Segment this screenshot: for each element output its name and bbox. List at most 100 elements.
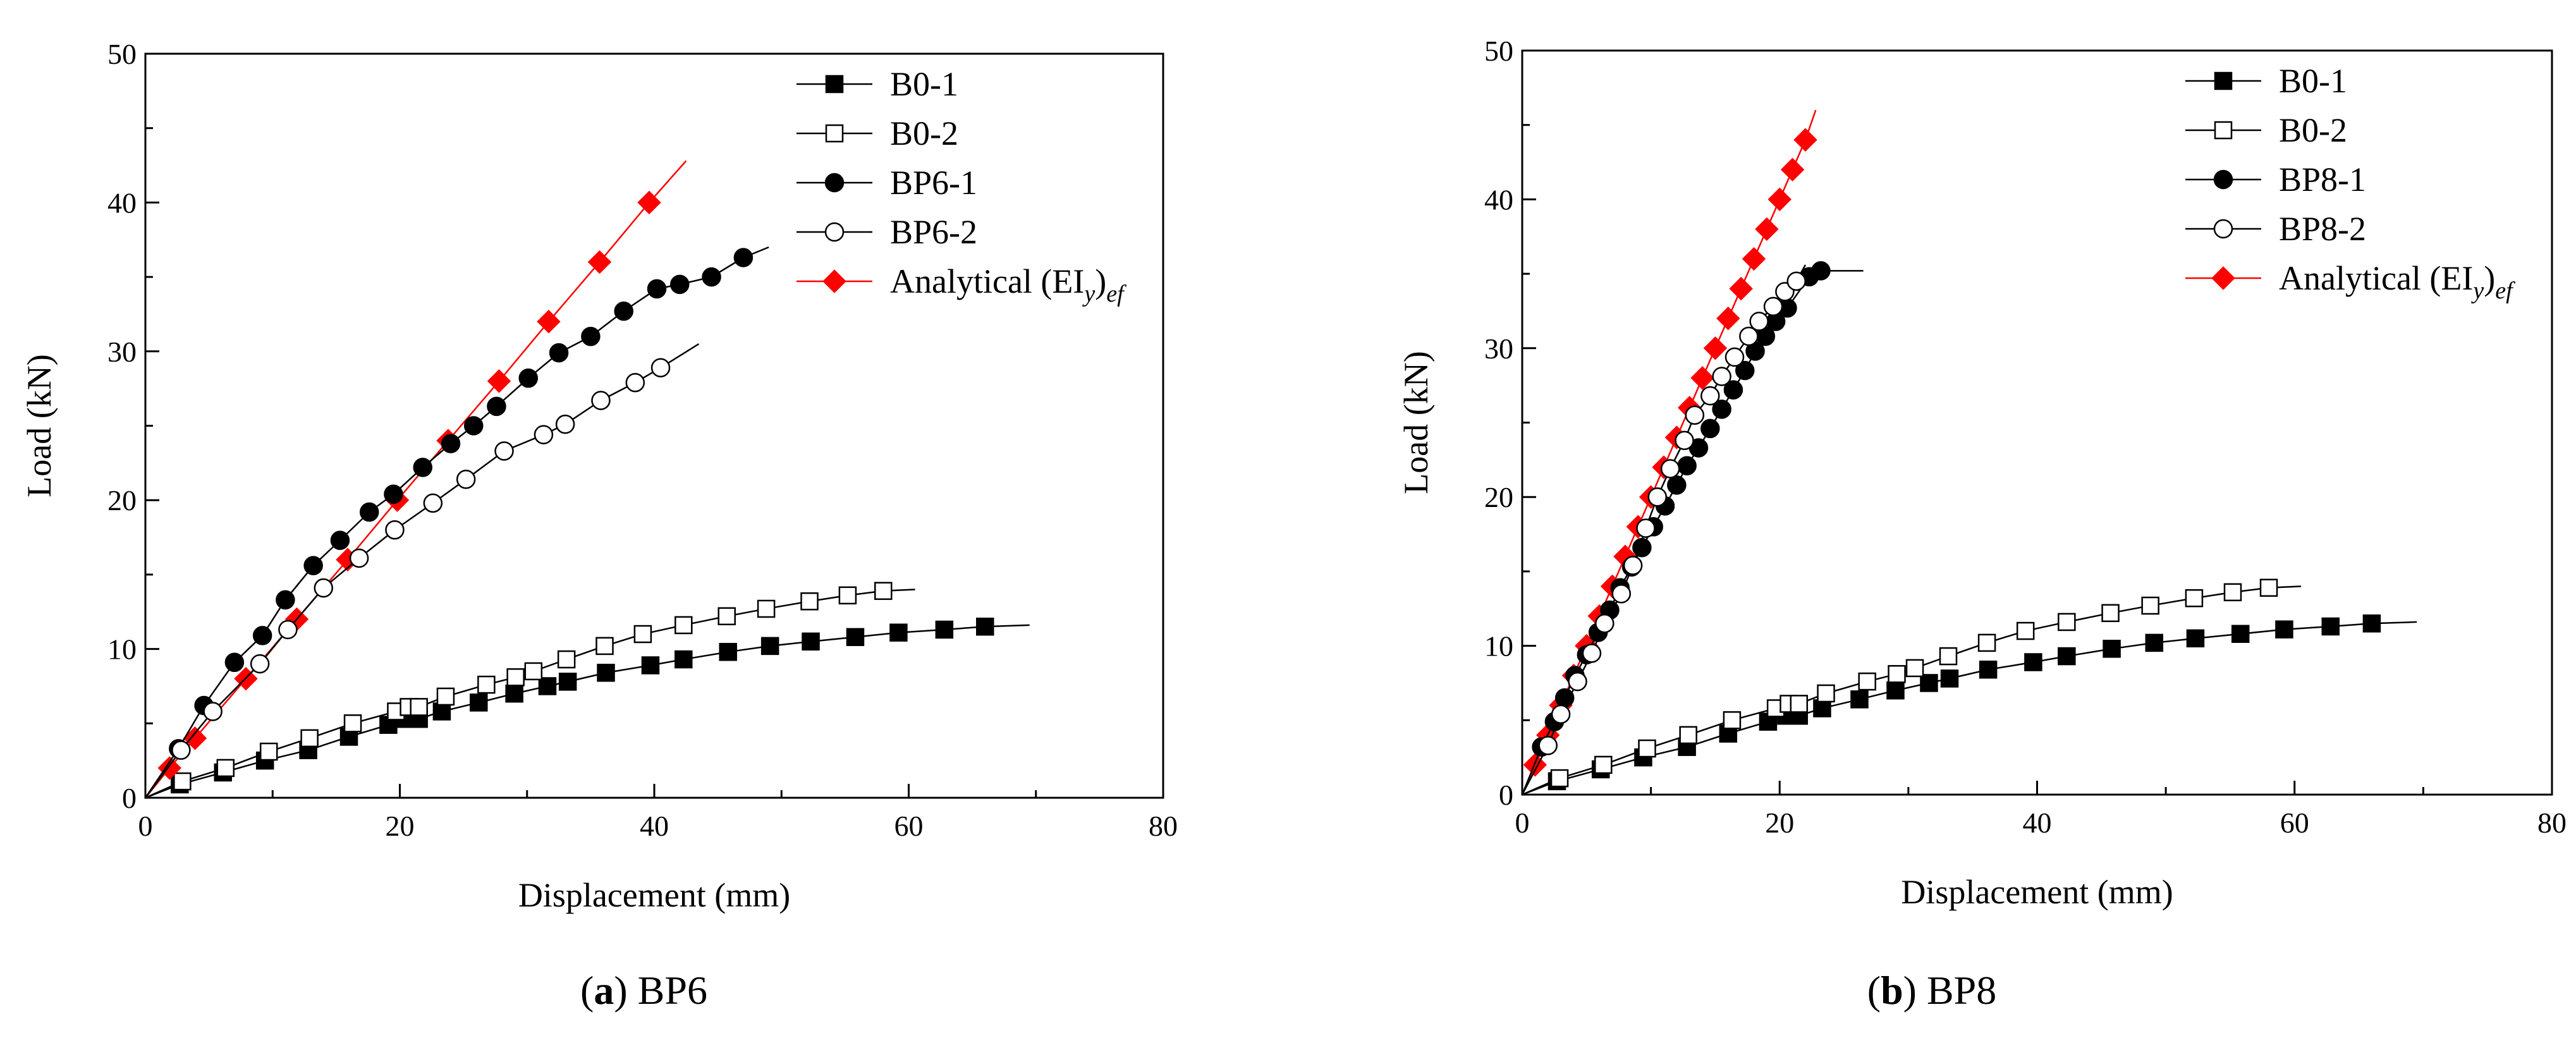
data-point <box>549 343 569 363</box>
data-point <box>2223 583 2242 602</box>
data-point <box>432 702 451 721</box>
data-point <box>1739 326 1759 346</box>
legend-entry: B0-1 <box>797 65 958 103</box>
legend-entry: BP6-1 <box>797 164 977 202</box>
data-point <box>1667 475 1687 495</box>
data-point <box>802 632 820 651</box>
data-point <box>413 458 432 477</box>
series-0 <box>1522 614 2417 795</box>
y-axis-title: Load (kN) <box>20 354 58 497</box>
data-point <box>581 327 601 346</box>
data-point <box>2259 578 2278 597</box>
data-point <box>2103 640 2121 658</box>
data-point <box>1647 487 1668 507</box>
data-point <box>1749 312 1769 331</box>
data-point <box>494 441 514 461</box>
data-point <box>1700 386 1720 406</box>
y-tick-label: 30 <box>1484 333 1513 365</box>
data-point <box>537 310 561 334</box>
data-point <box>1551 704 1571 724</box>
legend-label: B0-1 <box>2279 62 2347 100</box>
data-point <box>2275 620 2293 638</box>
data-point <box>1920 674 1938 692</box>
data-point <box>1550 769 1569 788</box>
data-point <box>650 358 671 377</box>
data-point <box>216 759 235 778</box>
x-tick-label: 20 <box>386 810 415 842</box>
data-point <box>800 592 819 611</box>
data-point <box>874 582 893 601</box>
legend-entry: BP8-1 <box>2185 161 2366 198</box>
data-point <box>976 618 994 636</box>
data-point <box>675 650 693 669</box>
legend-marker <box>2213 219 2233 239</box>
data-point <box>1793 128 1817 152</box>
y-tick-label: 10 <box>107 633 137 666</box>
data-point <box>702 267 721 287</box>
data-point <box>595 637 614 656</box>
x-tick-label: 40 <box>2023 807 2052 839</box>
plot-frame <box>1521 49 2553 796</box>
legend-label: B0-2 <box>890 114 958 152</box>
data-point <box>456 469 476 489</box>
x-axis-title: Displacement (mm) <box>1901 873 2173 911</box>
data-point <box>1636 518 1656 538</box>
data-point <box>1723 380 1743 400</box>
legend-marker <box>824 173 845 193</box>
data-point <box>385 520 405 540</box>
data-point <box>1595 614 1615 633</box>
data-point <box>330 530 350 551</box>
legend-entry: Analytical (EIy)ef <box>2185 259 2515 304</box>
data-point <box>2101 604 2120 623</box>
series-line <box>145 624 1030 798</box>
data-point <box>1729 276 1753 301</box>
legend-label: BP6-2 <box>890 213 977 251</box>
y-tick-label: 20 <box>107 484 137 516</box>
data-point <box>670 274 690 295</box>
data-point <box>1712 367 1731 386</box>
data-point <box>250 654 270 674</box>
data-point <box>1538 736 1558 755</box>
chart-b-svg: 0 20 40 60 80 0 10 20 30 40 50 Displacement (mm) Loa… <box>1397 35 2567 911</box>
caption-b-text: BP8 <box>1916 968 1997 1013</box>
data-point <box>259 742 278 761</box>
data-point <box>1735 360 1755 381</box>
series-2 <box>145 246 769 798</box>
data-point <box>1850 690 1869 709</box>
data-point <box>252 626 272 645</box>
data-point <box>300 729 319 748</box>
data-point <box>1638 739 1656 758</box>
legend-label: B0-2 <box>2279 111 2347 149</box>
series-3 <box>1522 264 1807 795</box>
y-tick-label: 40 <box>107 186 137 219</box>
data-point <box>1690 366 1714 390</box>
data-point <box>276 590 295 610</box>
y-tick-label: 40 <box>1484 183 1513 216</box>
legend-entry: B0-1 <box>2185 62 2347 100</box>
data-point <box>314 578 333 598</box>
series-line <box>1522 621 2417 795</box>
data-point <box>349 548 369 568</box>
data-point <box>1780 157 1805 182</box>
series-line <box>145 246 769 798</box>
data-point <box>1700 418 1720 439</box>
y-tick-label: 30 <box>107 336 137 368</box>
legend-marker <box>825 124 844 143</box>
data-point <box>637 190 661 215</box>
data-point <box>889 623 908 642</box>
series-2 <box>1522 261 1864 795</box>
data-point <box>1977 633 1996 652</box>
data-point <box>2185 589 2204 607</box>
data-point <box>173 772 192 791</box>
series-3 <box>145 343 700 798</box>
legend-entry: BP8-2 <box>2185 210 2366 248</box>
data-point <box>2016 621 2035 640</box>
data-point <box>591 391 611 410</box>
data-point <box>423 493 443 513</box>
data-point <box>1723 711 1742 730</box>
chart-panel-a: 0 20 40 60 80 0 10 20 30 40 50 Displacement (mm) Loa… <box>20 38 1178 1013</box>
x-tick-label: 20 <box>1765 807 1794 839</box>
data-point <box>224 652 245 673</box>
data-point <box>2024 653 2042 671</box>
legend-marker <box>2214 71 2233 90</box>
